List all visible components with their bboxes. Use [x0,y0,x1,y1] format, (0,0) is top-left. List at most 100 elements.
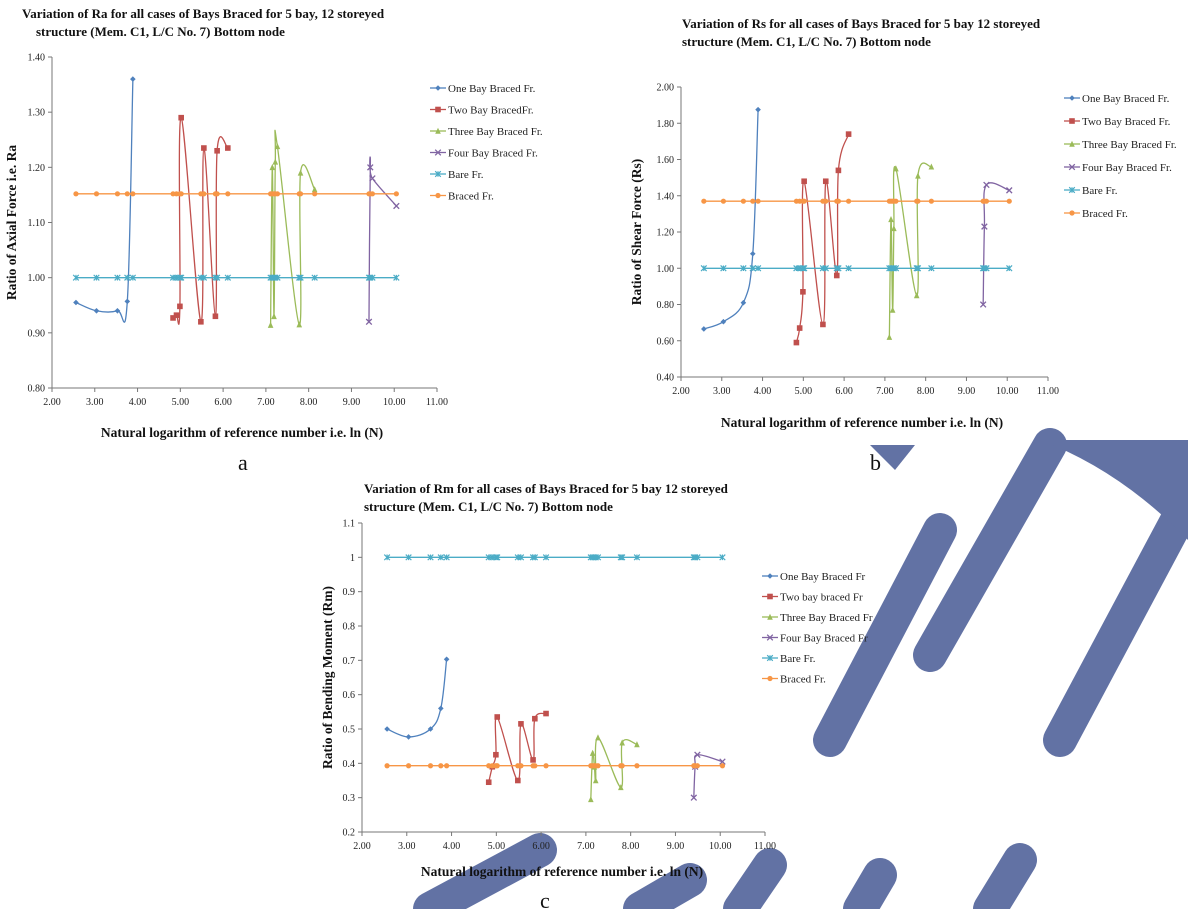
series-0 [701,107,761,332]
y-tick-label: 0.7 [343,656,356,667]
data-point [213,313,219,319]
legend-label: Bare Fr. [448,169,484,181]
data-point [595,734,601,740]
data-point [588,796,594,802]
data-point [115,191,120,196]
legend-entry: Braced Fr. [430,191,494,203]
series-4 [73,275,399,281]
data-point [394,203,400,209]
series-2 [887,163,935,340]
watermark-stroke [990,860,1020,909]
data-point [444,763,449,768]
y-tick-label: 0.2 [343,828,356,839]
data-point [198,319,204,325]
data-point [797,325,803,331]
data-point [201,191,206,196]
data-point [695,763,700,768]
series-line [694,755,723,798]
x-tick-label: 11.00 [1037,386,1059,397]
data-point [887,334,893,340]
data-point [174,312,180,318]
y-tick-label: 1.20 [657,228,675,239]
legend-label: One Bay Braced Fr. [1082,93,1170,105]
data-point [741,300,747,306]
data-point [435,85,441,91]
data-point [1069,118,1075,124]
data-point [836,199,841,204]
chart-a: Variation of Ra for all cases of Bays Br… [4,6,543,440]
chart-title-line: Variation of Rm for all cases of Bays Br… [364,481,729,496]
x-tick-label: 7.00 [577,841,595,852]
y-tick-label: 0.40 [657,373,675,384]
legend-entry: Three Bay Braced Fr. [430,126,543,138]
x-tick-label: 6.00 [532,841,550,852]
legend-entry: Braced Fr. [1064,208,1128,220]
data-point [384,726,390,732]
data-point [125,191,130,196]
y-tick-label: 1.60 [657,155,675,166]
legend-entry: Three Bay Braced Fr [762,612,873,624]
x-tick-label: 5.00 [172,397,190,408]
legend-label: Four Bay Braced Fr. [448,148,538,160]
data-point [494,714,500,720]
series-0 [73,76,135,322]
y-tick-label: 0.80 [28,384,46,395]
data-point [406,763,411,768]
x-tick-label: 11.00 [754,841,776,852]
y-tick-label: 1.10 [28,218,46,229]
data-point [73,300,79,306]
data-point [820,322,826,328]
series-line [271,130,315,325]
x-tick-label: 9.00 [958,386,976,397]
series-5 [701,199,1012,204]
series-5 [384,763,725,768]
legend-entry: Four Bay Braced Fr [762,633,868,645]
legend-entry: One Bay Braced Fr. [1064,93,1170,105]
series-line [76,79,133,322]
data-point [634,763,639,768]
data-point [177,304,183,310]
data-point [767,573,773,579]
data-point [428,763,433,768]
series-line [489,713,546,782]
series-4 [701,265,1012,271]
legend-label: One Bay Braced Fr [780,571,866,583]
series-3 [366,157,399,325]
data-point [590,750,596,756]
data-point [794,340,800,346]
x-tick-label: 3.00 [398,841,416,852]
data-point [495,763,500,768]
y-tick-label: 1.80 [657,119,675,130]
series-1 [794,131,852,345]
data-point [384,763,389,768]
data-point [94,191,99,196]
chart-b: Variation of Rs for all cases of Bays Br… [629,16,1177,430]
panel-label-a: a [238,450,248,475]
data-point [312,191,317,196]
data-point [914,292,920,298]
data-point [984,182,990,188]
data-point [130,191,135,196]
data-point [800,289,806,295]
legend-entry: Four Bay Braced Fr. [430,148,538,160]
data-point [593,777,599,783]
x-tick-label: 10.00 [383,397,406,408]
x-tick-label: 4.00 [443,841,461,852]
legend-entry: One Bay Braced Fr [762,571,866,583]
y-tick-label: 1 [350,553,355,564]
watermark-stroke [740,865,770,909]
data-point [750,199,755,204]
data-point [801,178,807,184]
panel-label-c: c [540,888,550,909]
x-tick-label: 2.00 [672,386,690,397]
data-point [741,199,746,204]
data-point [435,107,441,113]
data-point [94,308,100,314]
data-point [915,199,920,204]
data-point [532,763,537,768]
x-tick-label: 6.00 [835,386,853,397]
y-tick-label: 0.80 [657,300,675,311]
data-point [73,191,78,196]
y-tick-label: 0.90 [28,328,46,339]
